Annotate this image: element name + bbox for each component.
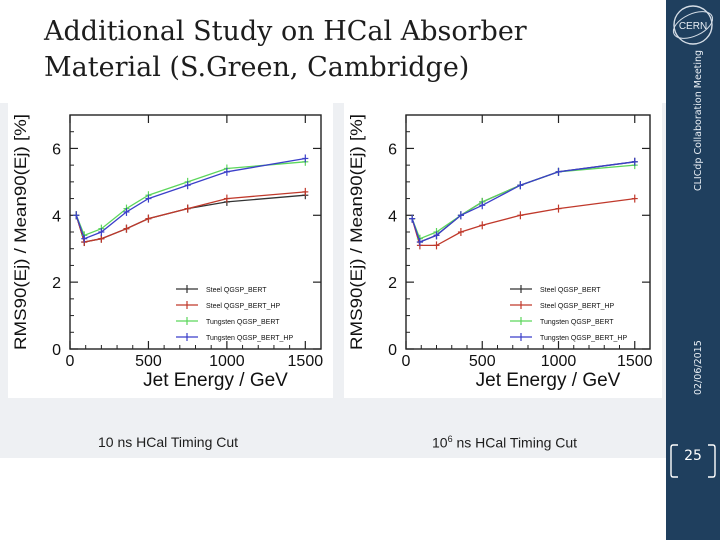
legend-item: Steel QGSP_BERT_HP [176, 301, 281, 310]
chart-left: 0 500 1000 1500 0 2 4 6 Jet Energy / GeV RMS90(Ej… [8, 103, 333, 398]
legend-label: Steel QGSP_BERT [540, 287, 601, 294]
y-axis-label: RMS90(Ej) / Mean90(Ej) [%] [347, 114, 366, 350]
data-point [631, 194, 638, 203]
legend-item: Tungsten QGSP_BERT [510, 317, 614, 326]
legend-label: Steel QGSP_BERT_HP [540, 303, 615, 310]
legend: Steel QGSP_BERT Steel QGSP_BERT_HP Tungste… [510, 285, 627, 342]
data-point [302, 154, 309, 163]
x-axis-label: Jet Energy / GeV [143, 370, 288, 391]
plot-left: 0 500 1000 1500 0 2 4 6 Jet Energy / GeV RMS90(Ej… [8, 103, 333, 398]
legend-label: Steel QGSP_BERT_HP [206, 303, 281, 310]
x-tick-label: 500 [135, 353, 162, 370]
data-point [98, 228, 105, 236]
data-point [433, 241, 440, 250]
slide-title: Additional Study on HCal Absorber Materi… [44, 14, 664, 86]
meeting-name: CLICdp Collaboration Meeting [693, 50, 704, 192]
page-number: 25 [684, 448, 702, 464]
y-axis-label: RMS90(Ej) / Mean90(Ej) [%] [11, 114, 30, 350]
data-point [631, 157, 638, 166]
data-point [555, 167, 562, 176]
slide-title-line-1: Additional Study on HCal Absorber [44, 16, 527, 47]
data-point [457, 228, 464, 236]
series-line-2 [75, 161, 306, 237]
data-point [223, 167, 230, 176]
data-point [416, 238, 423, 247]
y-tick-label: 4 [52, 208, 61, 225]
data-point [223, 194, 230, 203]
y-tick-label: 4 [388, 208, 397, 225]
data-point [123, 224, 130, 233]
data-point [433, 231, 440, 240]
data-point [517, 211, 524, 220]
y-tick-label: 6 [388, 141, 397, 158]
caption-left: 10 ns HCal Timing Cut [98, 434, 239, 450]
data-point [555, 204, 562, 213]
y-tick-label: 2 [52, 275, 61, 292]
legend-label: Tungsten QGSP_BERT_HP [540, 335, 627, 342]
data-point [479, 201, 486, 210]
legend-item: Steel QGSP_BERT_HP [510, 301, 615, 310]
cern-logo-text: CERN [679, 21, 707, 32]
data-point [123, 207, 130, 216]
legend-label: Tungsten QGSP_BERT_HP [206, 335, 293, 342]
data-point [517, 181, 524, 190]
x-axis-label: Jet Energy / GeV [476, 370, 621, 391]
y-tick-label: 6 [52, 141, 61, 158]
x-tick-label: 0 [402, 353, 411, 370]
chart-right: 0 500 1000 1500 0 2 4 6 Jet Energy / GeV RMS90(Ej… [344, 103, 662, 398]
caption-right-base: 10 [432, 434, 448, 451]
y-tick-label: 2 [388, 275, 397, 292]
x-tick-label: 1000 [209, 353, 245, 370]
right-sidebar [666, 0, 720, 540]
legend-label: Tungsten QGSP_BERT [540, 319, 614, 326]
data-point [184, 204, 191, 213]
slide-title-line-2: Material (S.Green, Cambridge) [44, 52, 470, 83]
x-tick-label: 0 [66, 353, 75, 370]
x-tick-label: 500 [469, 353, 496, 370]
data-point [98, 234, 105, 243]
data-point [184, 181, 191, 190]
data-point [409, 214, 416, 223]
slide-footer-meta: CLICdp Collaboration Meeting 02/06/2015 [693, 50, 709, 395]
data-point [73, 211, 80, 220]
legend-item: Tungsten QGSP_BERT_HP [510, 333, 627, 342]
slide-date: 02/06/2015 [693, 340, 704, 395]
legend-label: Steel QGSP_BERT [206, 287, 267, 294]
data-point [302, 187, 309, 196]
data-point [81, 234, 88, 243]
x-tick-label: 1000 [541, 353, 577, 370]
cern-logo: CERN [672, 5, 714, 45]
y-tick-label: 0 [52, 342, 61, 359]
legend: Steel QGSP_BERT Steel QGSP_BERT_HP Tungste… [176, 285, 293, 342]
legend-label: Tungsten QGSP_BERT [206, 319, 280, 326]
legend-item: Tungsten QGSP_BERT [176, 317, 280, 326]
data-point [145, 194, 152, 203]
data-point [145, 214, 152, 223]
legend-item: Steel QGSP_BERT [176, 285, 267, 294]
data-point [479, 221, 486, 230]
caption-right: 106 ns HCal Timing Cut [432, 434, 577, 451]
plot-right: 0 500 1000 1500 0 2 4 6 Jet Energy / GeV RMS90(Ej… [344, 103, 662, 398]
legend-item: Tungsten QGSP_BERT_HP [176, 333, 293, 342]
series-line-3 [75, 157, 306, 240]
data-point [457, 211, 464, 220]
y-tick-label: 0 [388, 342, 397, 359]
page-number-bracket [670, 444, 716, 478]
legend-item: Steel QGSP_BERT [510, 285, 601, 294]
x-tick-label: 1500 [617, 353, 653, 370]
caption-right-exponent: 6 [447, 434, 453, 444]
series-line-3 [411, 161, 635, 243]
x-tick-label: 1500 [288, 353, 324, 370]
caption-right-rest: ns HCal Timing Cut [452, 434, 578, 451]
